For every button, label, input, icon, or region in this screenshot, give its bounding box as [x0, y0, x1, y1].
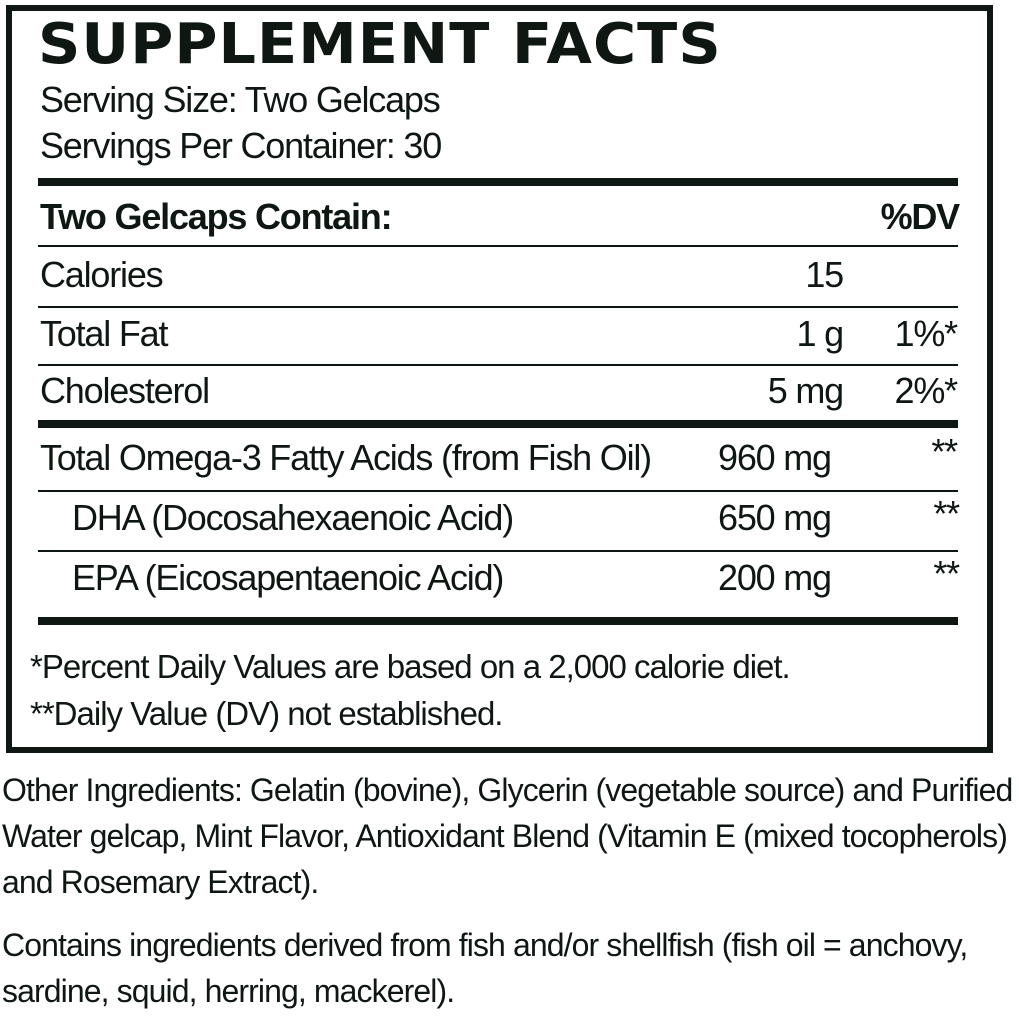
- row-dv: 1%*: [894, 313, 959, 354]
- divider-thick: [38, 420, 958, 428]
- divider: [38, 490, 958, 492]
- row-dv: **: [933, 553, 960, 594]
- row-amount: 960 mg: [718, 437, 832, 478]
- footnote-dv: *Percent Daily Values are based on a 2,0…: [30, 648, 791, 685]
- row-name: Total Fat: [40, 313, 168, 354]
- header-label: Two Gelcaps Contain:: [40, 196, 393, 237]
- other-ingredients: Other Ingredients: Gelatin (bovine), Gly…: [2, 772, 1013, 900]
- row-amount: 5 mg: [767, 370, 844, 411]
- row-dv: 2%*: [894, 370, 959, 411]
- allergen-statement: Contains ingredients derived from fish a…: [2, 927, 968, 1009]
- row-name: DHA (Docosahexaenoic Acid): [72, 497, 514, 538]
- row-dv: **: [933, 493, 960, 534]
- row-dv: **: [931, 431, 958, 472]
- servings-per-container: Servings Per Container: 30: [40, 125, 442, 166]
- divider: [38, 306, 958, 308]
- row-name: Cholesterol: [40, 370, 210, 411]
- row-amount: 15: [805, 254, 844, 295]
- serving-size: Serving Size: Two Gelcaps: [40, 79, 441, 120]
- row-name: Calories: [40, 254, 164, 295]
- footnote-not-established: **Daily Value (DV) not established.: [30, 695, 503, 732]
- panel-title: SUPPLEMENT FACTS: [38, 12, 722, 77]
- divider: [38, 364, 958, 366]
- row-amount: 650 mg: [718, 497, 832, 538]
- row-amount: 1 g: [796, 313, 845, 354]
- header-dv: %DV: [880, 196, 961, 237]
- row-name: EPA (Eicosapentaenoic Acid): [72, 557, 504, 598]
- supplement-facts-panel: [6, 5, 993, 753]
- divider: [38, 245, 958, 247]
- row-amount: 200 mg: [718, 557, 832, 598]
- row-name: Total Omega-3 Fatty Acids (from Fish Oil…: [40, 437, 652, 478]
- divider-thick: [38, 178, 958, 186]
- divider-thick: [38, 617, 958, 625]
- divider: [38, 550, 958, 552]
